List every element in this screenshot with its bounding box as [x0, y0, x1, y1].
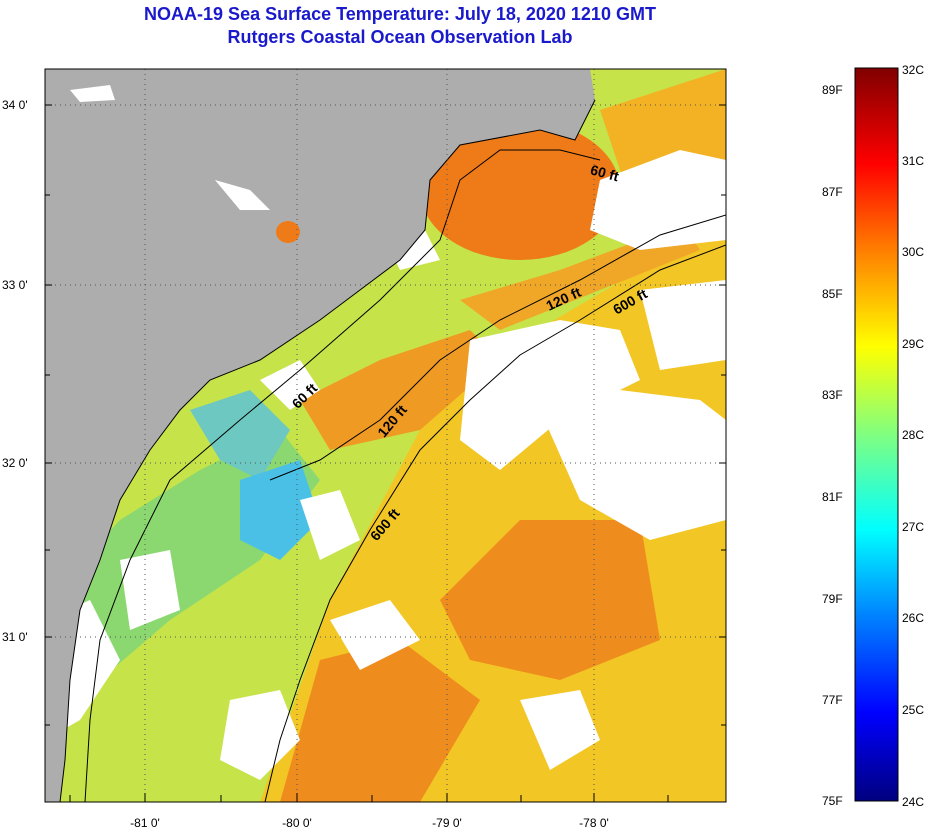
colorbar: 89F 87F 85F 83F 81F 79F 77F 75F 32C 31C … [822, 63, 924, 809]
latitude-label: 31 0' [2, 630, 28, 644]
contour-600ft [264, 244, 726, 802]
colorbar-c-label: 28C [902, 428, 924, 442]
colorbar-c-label: 29C [902, 337, 924, 351]
sst-warm-core [420, 120, 620, 260]
cloud-mask [640, 280, 726, 370]
cloud-mask [460, 320, 640, 470]
colorbar-f-label: 81F [822, 490, 843, 504]
colorbar-c-label: 24C [902, 795, 924, 809]
latitude-label: 34 0' [2, 98, 28, 112]
colorbar-f-label: 89F [822, 83, 843, 97]
sst-patch-orange [300, 330, 500, 450]
map-subtitle: Rutgers Coastal Ocean Observation Lab [227, 27, 573, 47]
latitude-label: 32 0' [2, 456, 28, 470]
cloud-mask [300, 490, 360, 560]
colorbar-f-label: 77F [822, 693, 843, 707]
sst-zone-cold [240, 460, 320, 560]
cloud-mask [120, 550, 180, 630]
contour-60ft [84, 149, 601, 802]
cloud-mask [220, 690, 300, 780]
inland-lake [215, 180, 270, 210]
colorbar-gradient [854, 67, 899, 802]
map-frame [44, 68, 727, 803]
graticule [45, 69, 726, 802]
contour-label: 60 ft [589, 161, 621, 184]
colorbar-f-label: 83F [822, 388, 843, 402]
cloud-mask [330, 600, 420, 670]
colorbar-c-label: 25C [902, 703, 924, 717]
cloud-mask [260, 360, 320, 410]
colorbar-f-label: 85F [822, 287, 843, 301]
inland-lake [70, 85, 115, 102]
sst-zone-cool [190, 390, 290, 480]
colorbar-c-label: 27C [902, 520, 924, 534]
cloud-mask [540, 390, 726, 540]
map-title: NOAA-19 Sea Surface Temperature: July 18… [144, 4, 656, 24]
sst-patch-orange [280, 640, 480, 802]
longitude-label: -79 0' [432, 816, 462, 830]
colorbar-c-label: 26C [902, 611, 924, 625]
contour-120ft [269, 214, 726, 481]
inland-lake [276, 221, 300, 243]
longitude-label: -80 0' [282, 816, 312, 830]
land-mass [45, 69, 595, 802]
sst-patch-orange [440, 520, 660, 680]
colorbar-c-label: 30C [902, 245, 924, 259]
colorbar-f-label: 87F [822, 185, 843, 199]
latitude-label: 33 0' [2, 278, 28, 292]
colorbar-c-label: 32C [902, 63, 924, 77]
colorbar-f-label: 75F [822, 794, 843, 808]
longitude-label: -81 0' [130, 816, 160, 830]
colorbar-f-label: 79F [822, 592, 843, 606]
map-image [45, 69, 726, 802]
axis-ticks [45, 104, 726, 802]
colorbar-c-label: 31C [902, 154, 924, 168]
longitude-label: -78 0' [579, 816, 609, 830]
cloud-mask [520, 690, 600, 770]
coastline [59, 99, 596, 802]
